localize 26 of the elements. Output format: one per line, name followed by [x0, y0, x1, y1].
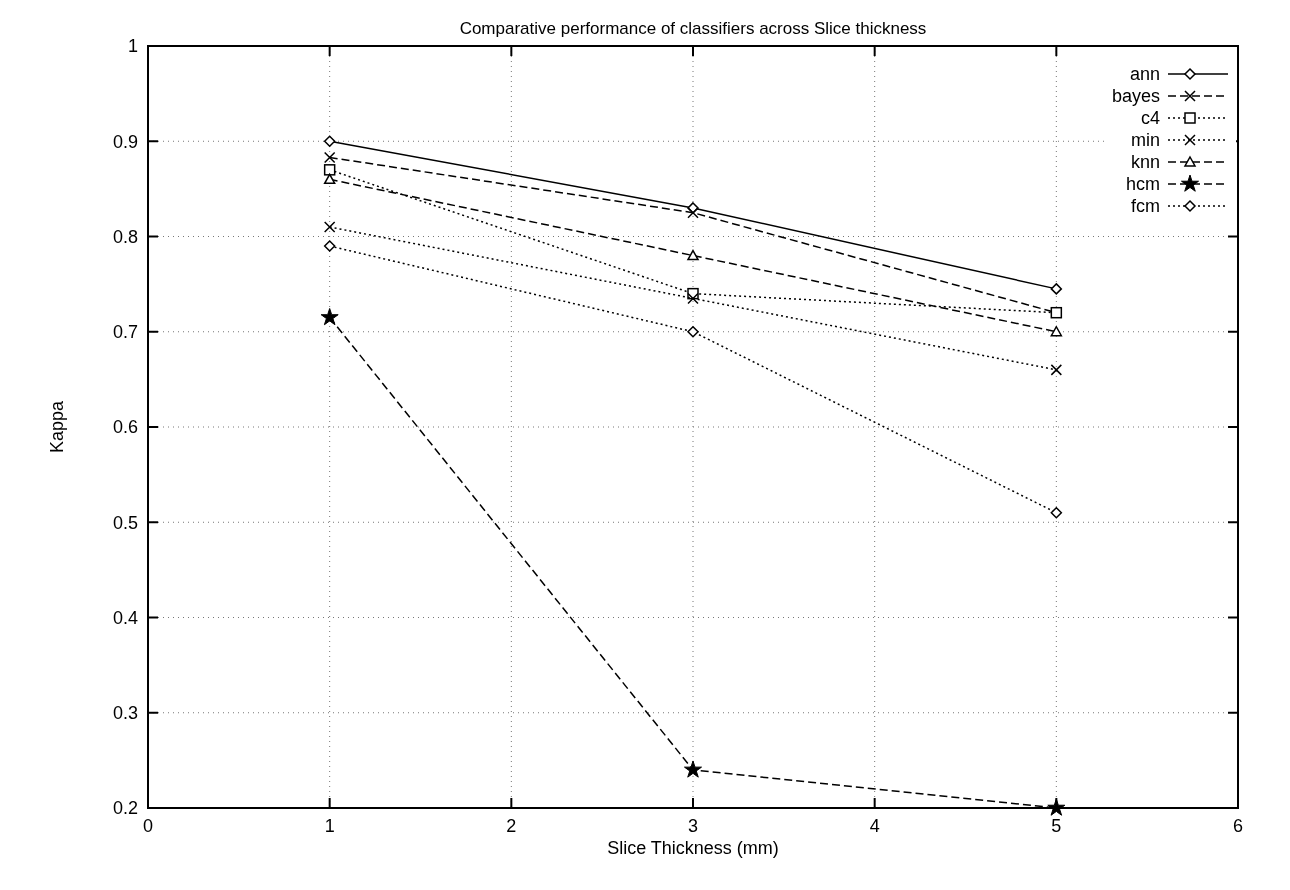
x-tick-label: 3 [687, 816, 699, 836]
x-tick-label: 6 [1232, 816, 1244, 836]
legend-label: knn [1130, 152, 1160, 173]
x-tick-label: 1 [324, 816, 335, 836]
y-tick-label: 0.7 [112, 322, 138, 343]
legend-label: fcm [1131, 196, 1160, 217]
x-tick-label: 5 [1051, 816, 1062, 836]
y-axis-title: Kappa [47, 399, 67, 454]
legend-label: hcm [1125, 174, 1160, 195]
legend-label: min [1130, 130, 1160, 151]
y-tick-label: 0.3 [112, 703, 138, 724]
y-tick-label: 0.6 [112, 417, 138, 438]
x-axis-title: Slice Thickness (mm) [607, 838, 779, 858]
x-tick-label: 0 [142, 816, 154, 836]
chart-title: Comparative performance of classifiers across Slice thickness [459, 19, 927, 38]
x-tick-label: 4 [869, 816, 880, 836]
legend-label: ann [1129, 64, 1160, 85]
y-tick-label: 0.8 [112, 226, 138, 247]
y-tick-label: 0.2 [112, 798, 138, 819]
x-tick-label: 2 [506, 816, 517, 836]
legend-label: c4 [1140, 108, 1160, 129]
y-tick-label: 1 [127, 36, 138, 57]
legend-label: bayes [1111, 86, 1160, 107]
y-tick-label: 0.5 [112, 512, 138, 533]
y-tick-label: 0.9 [112, 131, 138, 152]
y-tick-label: 0.4 [112, 607, 138, 628]
